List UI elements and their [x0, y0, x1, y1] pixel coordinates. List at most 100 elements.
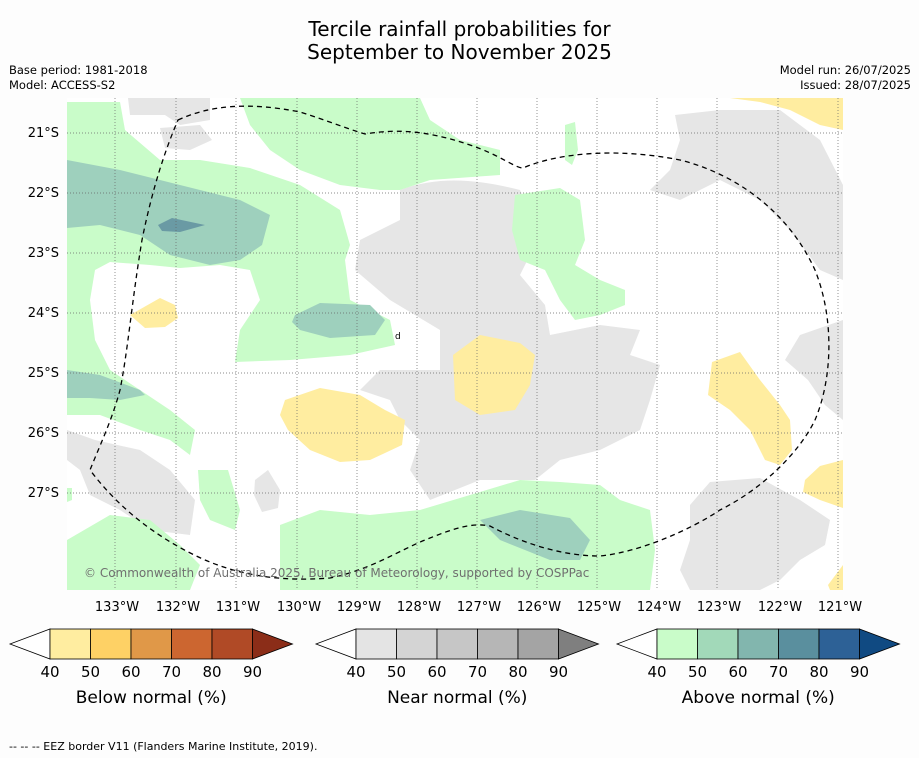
colorbar-tick-label: 40: [346, 663, 365, 681]
longitude-label: 131°W: [216, 600, 260, 615]
colorbar-segment: [517, 628, 559, 660]
below-normal-region: [803, 460, 843, 508]
near-normal-region: [128, 98, 210, 125]
above-normal-60-region: [158, 218, 205, 232]
colorbar-tick-label: 80: [202, 663, 221, 681]
longitude-label: 130°W: [277, 600, 321, 615]
colorbar-tick-label: 50: [387, 663, 406, 681]
base-period: Base period: 1981-2018: [9, 63, 148, 77]
longitude-label: 132°W: [156, 600, 200, 615]
colorbar: 40 50 60 70 80 90 Below normal (%): [8, 628, 294, 708]
longitude-labels: 133°W 132°W 131°W 130°W 129°W 128°W 127°W 126°W…: [95, 600, 862, 615]
colorbar-tick-label: 50: [688, 663, 707, 681]
below-normal-region: [828, 565, 843, 590]
colorbar-segment: [130, 628, 172, 660]
above-normal-region: [67, 515, 200, 590]
above-normal-50-region: [292, 303, 385, 338]
latitude-label: 22°S: [28, 186, 59, 201]
colorbar-segment: [90, 628, 132, 660]
longitude-label: 129°W: [337, 600, 381, 615]
eez-border: [89, 105, 830, 580]
colorbar-tick-label: 90: [243, 663, 262, 681]
colorbar-label: Near normal (%): [387, 688, 527, 708]
below-normal-region: [708, 352, 792, 465]
near-normal-region: [355, 180, 660, 500]
colorbar-extend-min: [314, 628, 357, 660]
colorbar-segment: [778, 628, 820, 660]
colorbar: 40 50 60 70 80 90 Above normal (%): [615, 628, 901, 708]
near-normal-region: [785, 320, 843, 420]
latitude-label: 24°S: [28, 306, 59, 321]
latitude-label: 25°S: [28, 366, 59, 381]
colorbar-segment: [355, 628, 397, 660]
colorbar-tick-label: 80: [809, 663, 828, 681]
colorbars: 40 50 60 70 80 90 Below normal (%) 40 50 60 70 80 90…: [8, 628, 901, 708]
map-title: Tercile rainfall probabilities for Septe…: [0, 18, 919, 64]
above-normal-50-region: [67, 370, 145, 400]
above-normal-region: [198, 470, 240, 530]
below-normal-region: [280, 388, 405, 462]
colorbar-tick-label: 90: [549, 663, 568, 681]
latitude-label: 26°S: [28, 426, 59, 441]
latitude-label: 23°S: [28, 246, 59, 261]
colorbar-segment: [477, 628, 519, 660]
near-normal-region: [254, 470, 280, 512]
longitude-label: 125°W: [577, 600, 621, 615]
colorbar-tick-label: 90: [850, 663, 869, 681]
above-normal-50-region: [480, 510, 590, 560]
latitude-label: 27°S: [28, 486, 59, 501]
colorbar-segment: [697, 628, 739, 660]
colorbar-segment: [49, 628, 91, 660]
near-normal-region: [160, 125, 212, 150]
issued-date: Issued: 28/07/2025: [800, 78, 911, 92]
colorbar-segment: [737, 628, 779, 660]
title-line-2: September to November 2025: [307, 40, 612, 64]
probability-fields: d: [67, 98, 843, 590]
colorbar-segment: [656, 628, 698, 660]
longitude-label: 124°W: [637, 600, 681, 615]
longitude-label: 123°W: [697, 600, 741, 615]
near-normal-region: [67, 430, 195, 535]
colorbar-segment: [211, 628, 253, 660]
model-run: Model run: 26/07/2025: [779, 63, 911, 77]
colorbar: 40 50 60 70 80 90 Near normal (%): [314, 628, 600, 708]
longitude-label: 127°W: [457, 600, 501, 615]
colorbar-tick-label: 80: [508, 663, 527, 681]
title-line-1: Tercile rainfall probabilities for: [308, 17, 611, 41]
above-normal-region: [240, 98, 500, 190]
longitude-label: 128°W: [397, 600, 441, 615]
above-normal-50-region: [67, 160, 270, 265]
colorbar-tick-label: 40: [40, 663, 59, 681]
colorbar-tick-label: 50: [81, 663, 100, 681]
above-normal-region: [67, 488, 72, 502]
colorbar-label: Below normal (%): [76, 688, 227, 708]
colorbar-label: Above normal (%): [682, 688, 835, 708]
colorbar-tick-label: 60: [728, 663, 747, 681]
meta-left: Base period: 1981-2018 Model: ACCESS-S2: [9, 63, 148, 93]
above-normal-region: [280, 480, 655, 590]
longitude-label: 122°W: [758, 600, 802, 615]
longitude-label: 126°W: [517, 600, 561, 615]
colorbar-tick-label: 70: [769, 663, 788, 681]
island-marker: d: [395, 332, 401, 342]
near-normal-region: [650, 110, 843, 280]
below-normal-region: [730, 98, 843, 130]
copyright-text: © Commonwealth of Australia 2025, Bureau…: [84, 566, 589, 580]
colorbar-tick-label: 40: [647, 663, 666, 681]
below-normal-region: [453, 335, 535, 415]
colorbar-segment: [818, 628, 860, 660]
colorbar-tick-label: 70: [468, 663, 487, 681]
latitude-labels: 21°S 22°S 23°S 24°S 25°S 26°S 27°S: [28, 126, 59, 501]
colorbar-extend-min: [8, 628, 51, 660]
colorbar-extend-min: [615, 628, 658, 660]
colorbar-tick-label: 60: [427, 663, 446, 681]
longitude-label: 121°W: [818, 600, 862, 615]
colorbar-tick-label: 60: [121, 663, 140, 681]
colorbar-segment: [171, 628, 213, 660]
graticule: [67, 98, 843, 590]
near-normal-region: [425, 280, 480, 302]
colorbar-tick-label: 70: [162, 663, 181, 681]
meta-right: Model run: 26/07/2025 Issued: 28/07/2025: [780, 63, 911, 93]
model-name: Model: ACCESS-S2: [9, 78, 116, 92]
